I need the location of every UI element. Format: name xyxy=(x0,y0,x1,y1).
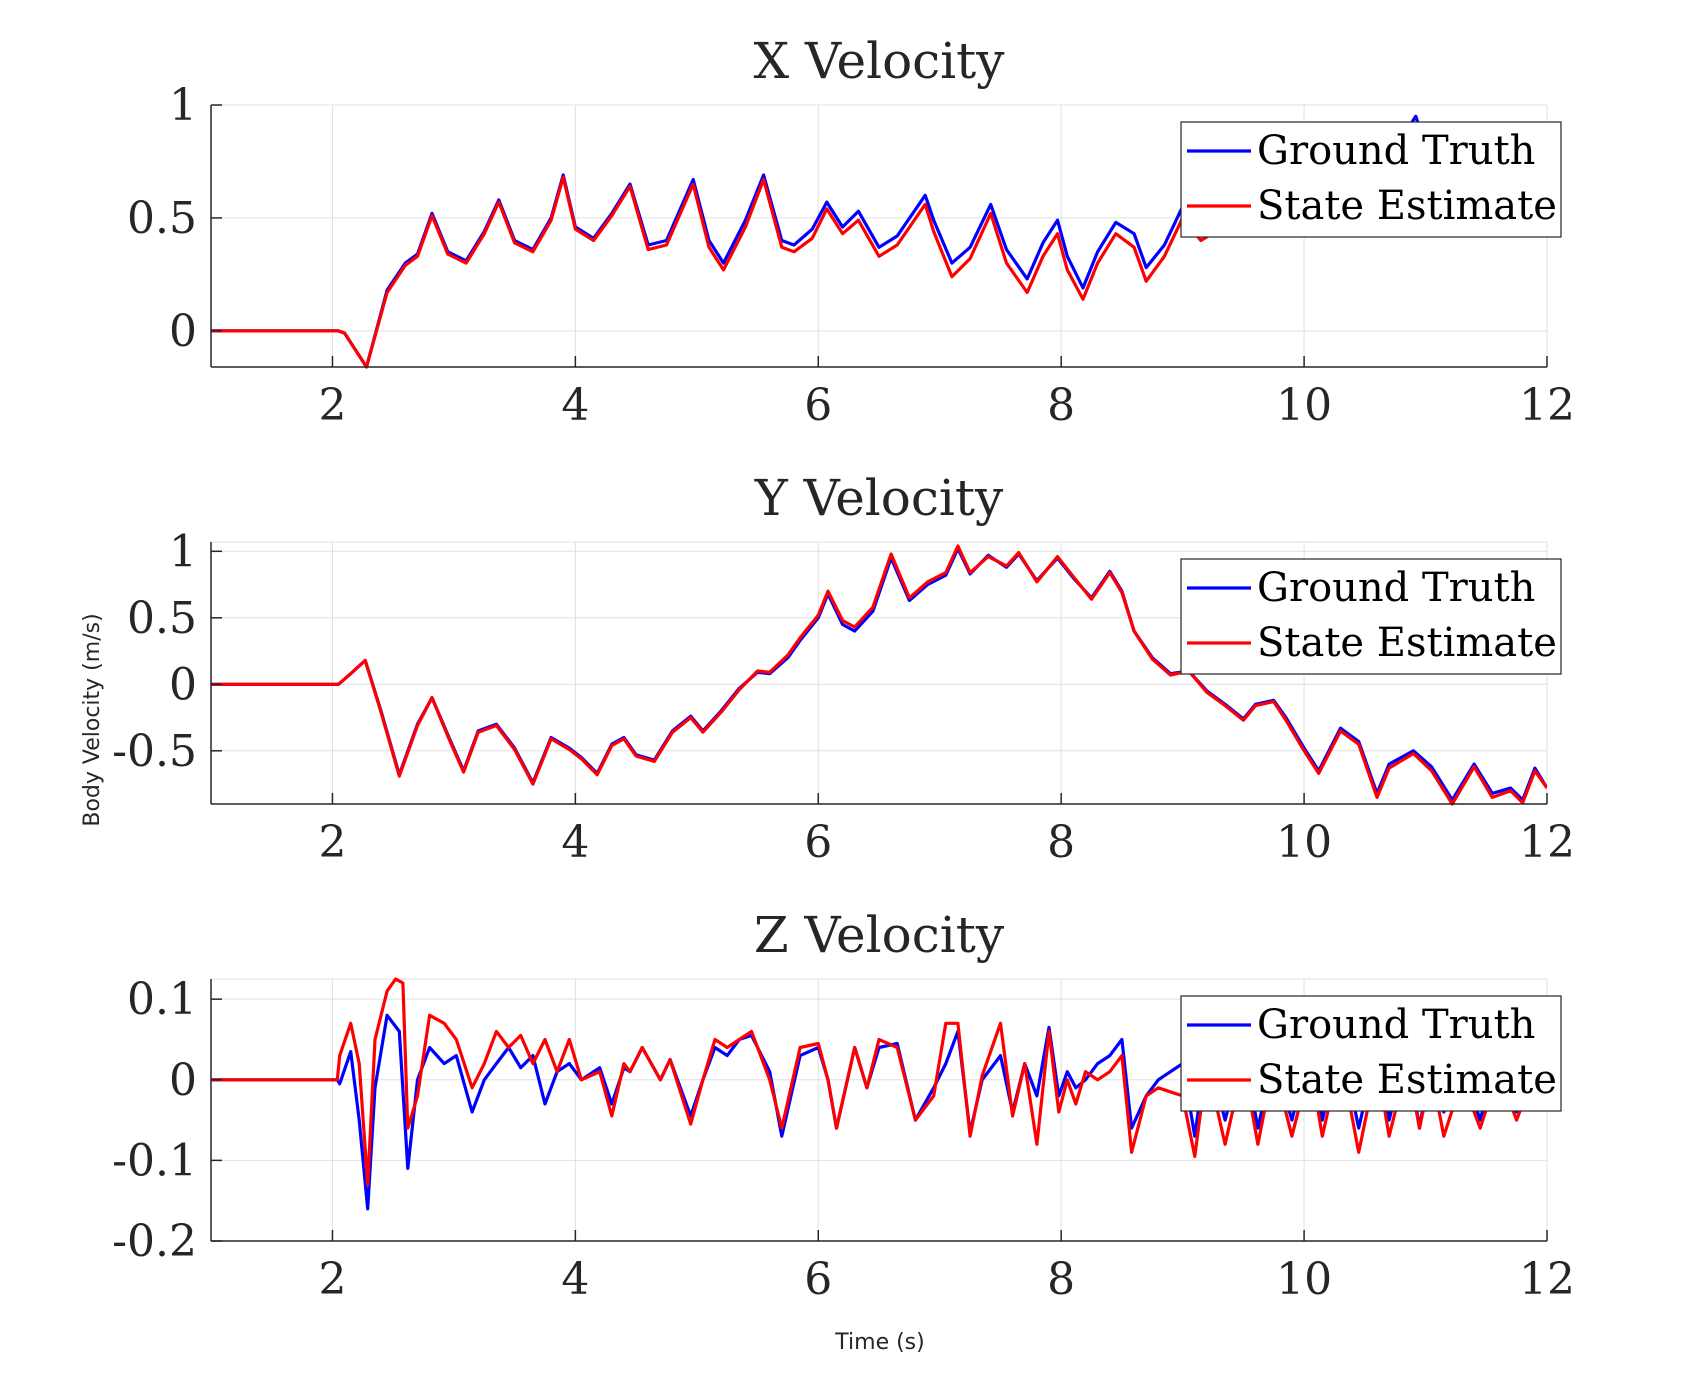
y-tick-label: -0.2 xyxy=(112,1216,197,1267)
y-tick-label: -0.1 xyxy=(112,1135,197,1186)
x-tick-label: 2 xyxy=(318,380,346,431)
y-tick-label: -0.5 xyxy=(112,726,197,777)
legend-box xyxy=(1180,121,1562,238)
x-tick-label: 8 xyxy=(1047,817,1075,868)
x-tick-label: 4 xyxy=(561,1254,589,1305)
legend: Ground Truth State Estimate xyxy=(1180,995,1562,1112)
subplot-title: Z Velocity xyxy=(754,906,1005,964)
legend: Ground Truth State Estimate xyxy=(1180,558,1562,675)
legend-box xyxy=(1180,995,1562,1112)
x-tick-label: 8 xyxy=(1047,1254,1075,1305)
x-tick-label: 2 xyxy=(318,817,346,868)
y-tick-label: 1 xyxy=(169,526,197,577)
x-tick-label: 12 xyxy=(1519,817,1575,868)
legend-entry-label: Ground Truth xyxy=(1257,128,1535,174)
legend-box xyxy=(1180,558,1562,675)
legend: Ground Truth State Estimate xyxy=(1180,121,1562,238)
x-tick-label: 8 xyxy=(1047,380,1075,431)
y-tick-label: 0 xyxy=(169,659,197,710)
subplot-title: X Velocity xyxy=(753,32,1005,90)
x-tick-label: 4 xyxy=(561,380,589,431)
x-tick-label: 10 xyxy=(1276,380,1332,431)
x-tick-label: 6 xyxy=(804,1254,832,1305)
y-axis-label: Body Velocity (m/s) xyxy=(80,613,105,826)
x-axis-label: Time (s) xyxy=(834,1330,924,1355)
x-tick-label: 6 xyxy=(804,380,832,431)
y-tick-label: 0 xyxy=(169,306,197,357)
x-tick-label: 10 xyxy=(1276,1254,1332,1305)
x-tick-label: 6 xyxy=(804,817,832,868)
legend-entry-label: State Estimate xyxy=(1257,1057,1557,1103)
y-tick-label: 1 xyxy=(169,80,197,131)
legend-entry-label: Ground Truth xyxy=(1257,1002,1535,1048)
legend-entry-label: State Estimate xyxy=(1257,183,1557,229)
x-tick-label: 4 xyxy=(561,817,589,868)
legend-entry-label: Ground Truth xyxy=(1257,565,1535,611)
y-tick-label: 0 xyxy=(169,1055,197,1106)
y-tick-label: 0.5 xyxy=(127,593,197,644)
x-tick-label: 2 xyxy=(318,1254,346,1305)
y-tick-label: 0.5 xyxy=(127,193,197,244)
legend-entry-label: State Estimate xyxy=(1257,620,1557,666)
series-line-state-estimate xyxy=(211,544,1547,806)
y-tick-label: 0.1 xyxy=(127,974,197,1025)
x-tick-label: 10 xyxy=(1276,817,1332,868)
subplot-title: Y Velocity xyxy=(754,469,1004,527)
x-tick-label: 12 xyxy=(1519,1254,1575,1305)
subplot-y-velocity: 2 4 6 8 10 12 -0.5 0 0.5 1 Y Velocity Ground Truth S… xyxy=(112,469,1575,868)
subplot-z-velocity: 2 4 6 8 10 12 -0.2 -0.1 0 0.1 Z Velocity Ground Tru… xyxy=(112,906,1575,1305)
subplot-x-velocity: 2 4 6 8 10 12 0 0.5 1 X Velocity Ground Truth State… xyxy=(127,32,1575,431)
x-tick-label: 12 xyxy=(1519,380,1575,431)
